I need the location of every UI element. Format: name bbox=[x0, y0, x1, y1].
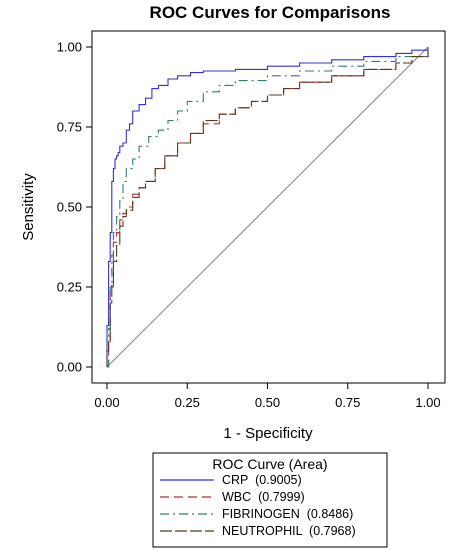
x-axis: 0.00 0.25 0.50 0.75 1.00 bbox=[94, 383, 441, 410]
y-tick-label: 1.00 bbox=[57, 40, 82, 55]
x-tick-label: 0.00 bbox=[94, 395, 119, 410]
legend-label-crp: CRP (0.9005) bbox=[222, 473, 302, 487]
y-tick-label: 0.50 bbox=[57, 200, 82, 215]
chart-title: ROC Curves for Comparisons bbox=[150, 3, 391, 22]
legend-title: ROC Curve (Area) bbox=[212, 456, 327, 472]
x-tick-label: 0.25 bbox=[175, 395, 200, 410]
x-tick-label: 1.00 bbox=[415, 395, 440, 410]
legend-label-wbc: WBC (0.7999) bbox=[222, 490, 305, 504]
plot-frame bbox=[91, 30, 446, 384]
roc-line-fibrinogen bbox=[107, 47, 429, 368]
y-axis: 0.00 0.25 0.50 0.75 1.00 bbox=[57, 40, 92, 375]
y-axis-label: Sensitivity bbox=[20, 173, 37, 241]
x-tick-label: 0.50 bbox=[255, 395, 280, 410]
legend-label-fibrinogen: FIBRINOGEN (0.8486) bbox=[222, 507, 353, 521]
reference-diagonal-line bbox=[106, 46, 429, 368]
y-tick-label: 0.25 bbox=[57, 280, 82, 295]
y-tick-label: 0.75 bbox=[57, 120, 82, 135]
legend-label-neutrophil: NEUTROPHIL (0.7968) bbox=[222, 524, 356, 538]
roc-line-neutrophil bbox=[106, 50, 429, 367]
x-tick-label: 0.75 bbox=[335, 395, 360, 410]
legend-box bbox=[152, 452, 388, 548]
legend: CRP (0.9005) WBC (0.7999) FIBRINOGEN (0.84… bbox=[160, 473, 356, 538]
y-tick-label: 0.00 bbox=[57, 360, 82, 375]
x-axis-label: 1 - Specificity bbox=[223, 425, 313, 442]
roc-line-crp bbox=[106, 47, 429, 367]
series-group bbox=[106, 47, 429, 368]
